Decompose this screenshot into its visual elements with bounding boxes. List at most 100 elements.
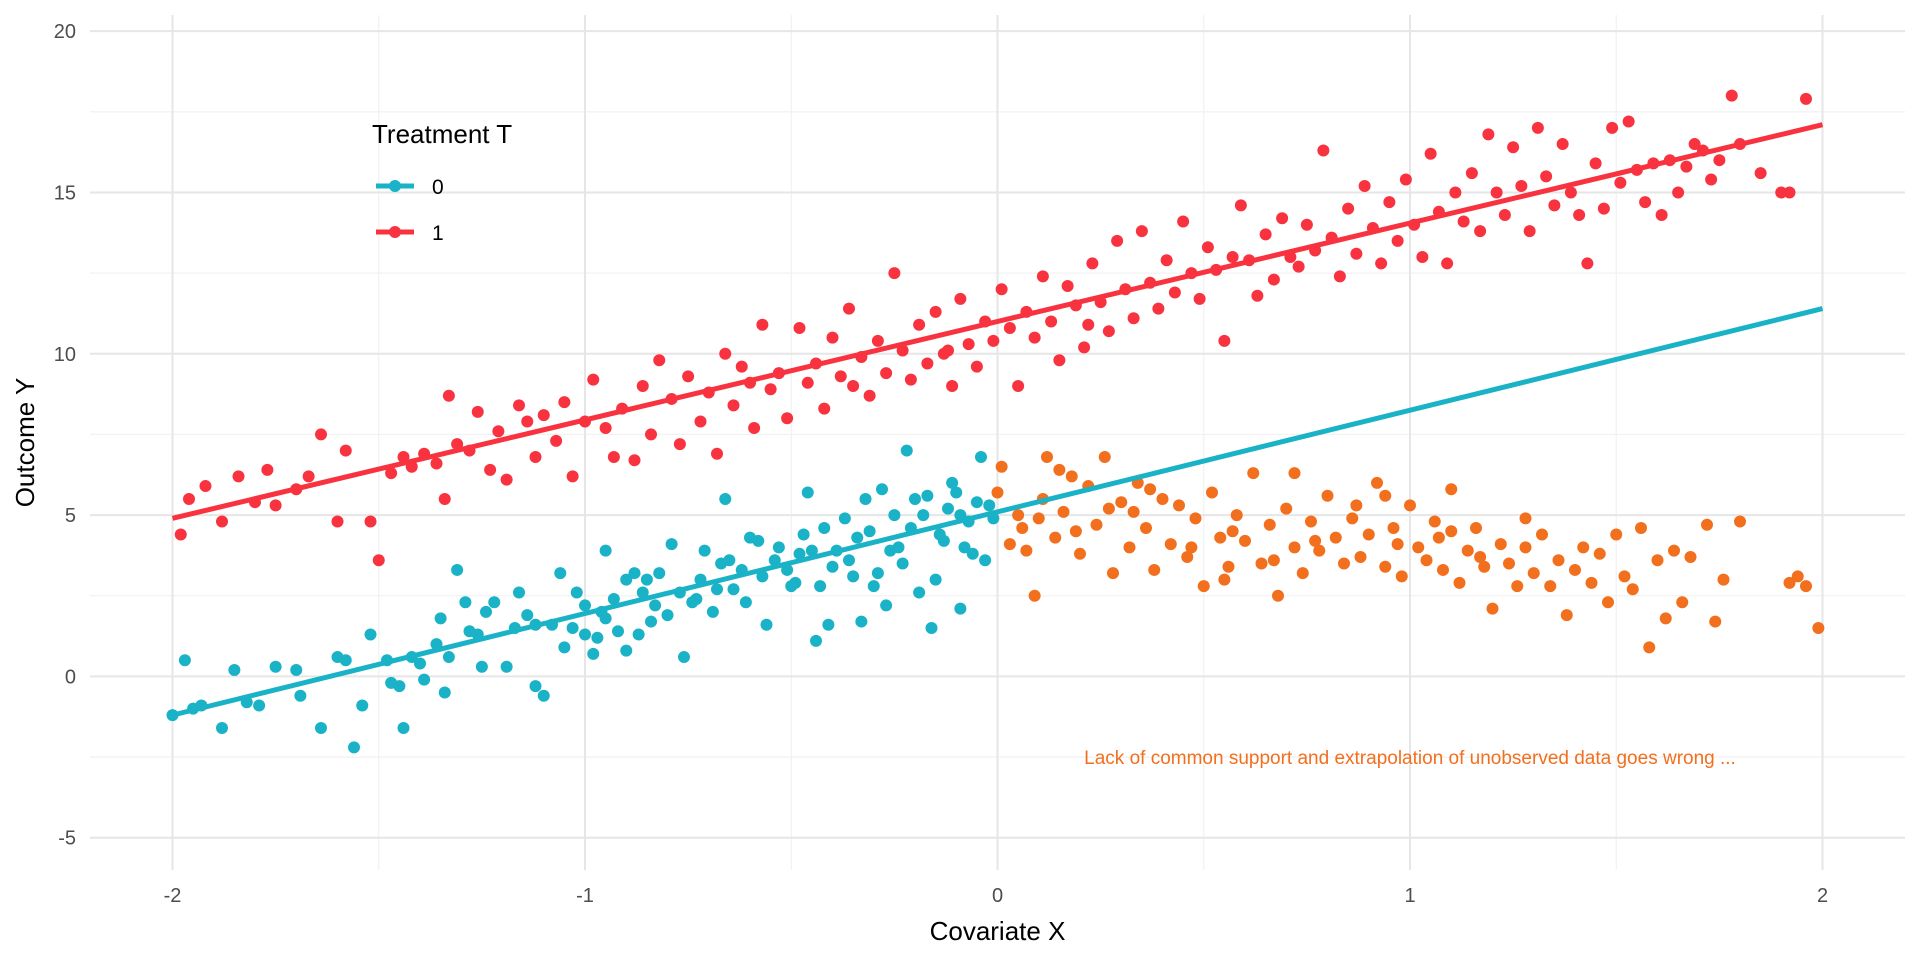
data-point — [1717, 573, 1730, 586]
data-point — [694, 415, 707, 428]
data-point — [521, 415, 534, 428]
data-point — [430, 457, 443, 470]
data-point — [199, 480, 212, 493]
data-point — [913, 318, 926, 331]
data-point — [995, 460, 1008, 473]
data-point — [640, 573, 653, 586]
data-point — [1362, 528, 1375, 541]
data-point — [1391, 234, 1404, 247]
data-point — [942, 502, 954, 515]
data-point — [599, 421, 612, 434]
data-point — [1041, 451, 1053, 464]
data-point — [1003, 538, 1016, 551]
data-point — [1164, 538, 1177, 551]
y-axis-ticks: -5 0 5 10 15 20 — [54, 21, 76, 850]
data-point — [1387, 522, 1400, 534]
data-point — [954, 292, 967, 305]
data-point — [1313, 544, 1326, 557]
data-point — [1032, 512, 1045, 525]
data-point — [463, 625, 476, 638]
legend: Treatment T 0 1 — [372, 119, 512, 245]
data-point — [636, 380, 649, 393]
data-point — [979, 554, 992, 567]
data-point — [1226, 525, 1239, 538]
data-point — [772, 541, 785, 554]
data-point — [1234, 199, 1247, 212]
data-point — [735, 360, 748, 373]
data-point — [480, 605, 492, 618]
data-point — [1107, 567, 1119, 580]
data-point — [1701, 518, 1713, 531]
data-point — [1478, 560, 1491, 573]
data-point — [442, 651, 455, 664]
data-point — [1511, 580, 1524, 593]
data-point — [826, 560, 839, 573]
data-point — [451, 563, 464, 576]
data-point — [620, 644, 633, 657]
x-tick-label: -2 — [164, 885, 182, 907]
data-point — [950, 486, 963, 499]
data-point — [1725, 89, 1738, 102]
data-point — [1065, 470, 1078, 483]
data-point — [727, 399, 740, 412]
data-point — [1251, 289, 1264, 302]
data-point — [1800, 580, 1812, 593]
data-point — [1626, 583, 1639, 596]
data-point — [942, 344, 954, 357]
data-point — [529, 451, 542, 464]
data-point — [1098, 451, 1111, 464]
data-point — [1185, 541, 1198, 554]
data-point — [434, 612, 447, 625]
data-point — [1635, 522, 1647, 534]
data-point — [607, 451, 620, 464]
data-point — [995, 283, 1008, 296]
data-point — [550, 434, 563, 447]
data-point — [1474, 225, 1487, 238]
data-point — [451, 438, 464, 451]
data-point — [1028, 331, 1041, 344]
data-point — [1494, 538, 1507, 551]
data-point — [1152, 302, 1165, 315]
data-point — [1239, 534, 1251, 547]
data-point — [1181, 551, 1194, 564]
data-point — [488, 596, 501, 609]
x-axis-ticks: -2 -1 0 1 2 — [164, 885, 1828, 907]
data-point — [888, 509, 901, 522]
data-point — [661, 609, 674, 622]
data-point — [1486, 602, 1499, 615]
data-point — [579, 599, 591, 612]
data-point — [855, 615, 868, 628]
data-point — [397, 722, 410, 735]
data-point — [1482, 128, 1495, 141]
data-point — [1189, 512, 1202, 525]
x-tick-label: 1 — [1404, 885, 1415, 907]
data-point — [1556, 138, 1569, 151]
data-point — [921, 489, 934, 502]
data-point — [1020, 544, 1033, 557]
data-point — [216, 722, 228, 735]
data-point — [1156, 492, 1169, 505]
data-point — [1639, 196, 1652, 209]
data-point — [1602, 596, 1614, 609]
data-point — [719, 347, 732, 360]
data-point — [1206, 486, 1218, 499]
data-point — [1288, 541, 1301, 554]
data-point — [876, 483, 888, 496]
data-point — [954, 602, 967, 615]
data-point — [364, 515, 377, 528]
data-point — [805, 544, 818, 557]
data-point — [587, 373, 600, 386]
data-point — [1800, 92, 1812, 105]
data-point — [1028, 589, 1041, 602]
data-point — [1069, 525, 1082, 538]
data-point — [904, 373, 917, 386]
data-point — [628, 454, 641, 467]
data-point — [1148, 563, 1161, 576]
data-point — [1437, 563, 1449, 576]
data-point — [513, 586, 525, 599]
data-point — [1160, 254, 1173, 267]
data-point — [1309, 534, 1322, 547]
data-point — [628, 567, 641, 580]
data-point — [867, 580, 880, 593]
data-point — [591, 631, 604, 644]
